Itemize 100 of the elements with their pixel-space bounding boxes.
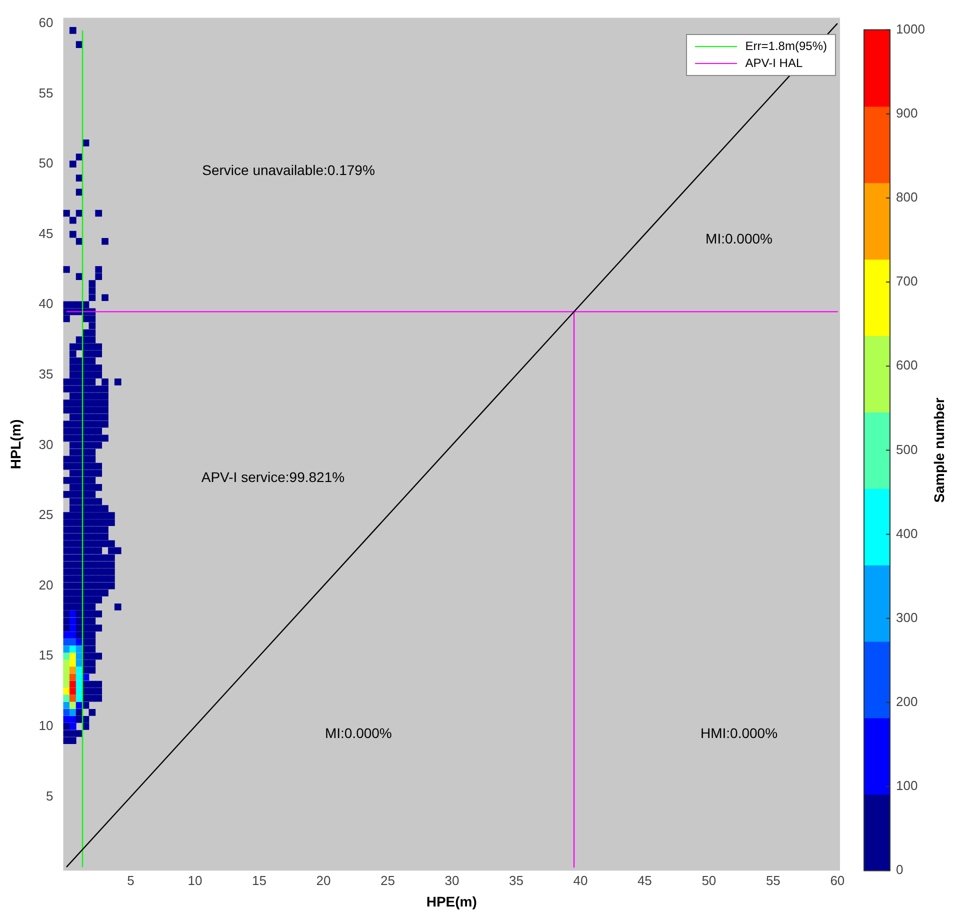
point: [102, 575, 108, 582]
point: [88, 652, 96, 660]
point: [95, 589, 102, 596]
point: [69, 372, 76, 378]
y-tick-label: 55: [38, 85, 54, 100]
point: [95, 434, 102, 442]
point: [88, 400, 96, 406]
point: [63, 624, 70, 632]
point: [69, 589, 76, 596]
point: [63, 610, 70, 618]
y-tick-label: 35: [38, 366, 54, 382]
point: [69, 533, 76, 540]
point: [95, 624, 102, 632]
point: [88, 462, 96, 470]
point: [102, 512, 108, 519]
point: [108, 540, 115, 548]
point: [88, 540, 96, 548]
point: [63, 519, 70, 526]
y-tick-label: 30: [38, 436, 54, 452]
y-tick-label: 5: [46, 788, 54, 804]
point: [102, 582, 108, 590]
x-tick-label: 10: [188, 872, 202, 888]
point: [102, 400, 108, 406]
point: [63, 301, 70, 308]
point: [69, 357, 76, 364]
point: [69, 386, 76, 392]
point: [88, 287, 96, 294]
point: [88, 456, 96, 463]
y-tick-label: 50: [38, 156, 54, 171]
color-bar-label: 600: [896, 358, 918, 373]
point: [95, 575, 102, 582]
point: [69, 638, 76, 646]
point: [88, 561, 96, 568]
point: [69, 604, 76, 610]
point: [63, 526, 70, 534]
point: [88, 610, 96, 618]
point: [69, 420, 76, 428]
point: [102, 420, 108, 428]
x-axis-title: HPE(m): [426, 893, 477, 910]
point: [69, 160, 76, 168]
point: [95, 392, 102, 400]
point: [88, 680, 96, 688]
point: [102, 554, 108, 562]
point: [69, 519, 76, 526]
point: [95, 364, 102, 372]
point: [95, 519, 102, 526]
point: [69, 343, 76, 350]
point: [95, 420, 102, 428]
point: [95, 406, 102, 414]
point: [102, 434, 108, 442]
point: [88, 589, 96, 596]
point: [88, 547, 96, 554]
point: [95, 372, 102, 378]
color-bar-label: 900: [896, 105, 918, 120]
point: [88, 596, 96, 604]
point: [88, 420, 96, 428]
point: [63, 533, 70, 540]
point: [63, 406, 70, 414]
x-tick-label: 30: [444, 872, 460, 888]
point: [102, 414, 108, 421]
point: [88, 448, 96, 456]
color-bar-label: 500: [896, 442, 918, 457]
point: [63, 400, 70, 406]
point: [63, 589, 70, 596]
point: [69, 392, 76, 400]
point: [69, 505, 76, 512]
point: [88, 666, 96, 674]
point: [95, 610, 102, 618]
point: [69, 400, 76, 406]
point: [69, 470, 76, 477]
point: [63, 315, 70, 322]
point: [63, 730, 70, 737]
point: [88, 624, 96, 632]
point: [95, 561, 102, 568]
point: [63, 378, 70, 386]
x-tick-label: 60: [830, 872, 845, 888]
point: [88, 505, 96, 512]
point: [102, 568, 108, 576]
y-tick-label: 25: [38, 507, 54, 522]
point: [88, 568, 96, 576]
point: [63, 462, 70, 470]
point: [88, 364, 96, 372]
point: [69, 568, 76, 576]
y-tick-label: 20: [38, 577, 54, 592]
point: [95, 554, 102, 562]
color-bar-label: 1000: [896, 21, 925, 36]
point: [95, 400, 102, 406]
point: [95, 428, 102, 435]
x-tick-label: 40: [573, 872, 588, 888]
point: [88, 294, 96, 302]
point: [69, 730, 76, 737]
point: [102, 561, 108, 568]
point: [108, 547, 115, 554]
point: [63, 604, 70, 610]
color-bar-label: 200: [896, 694, 918, 710]
point: [69, 378, 76, 386]
point: [69, 448, 76, 456]
point: [63, 737, 70, 744]
point: [63, 618, 70, 624]
point: [69, 350, 76, 358]
